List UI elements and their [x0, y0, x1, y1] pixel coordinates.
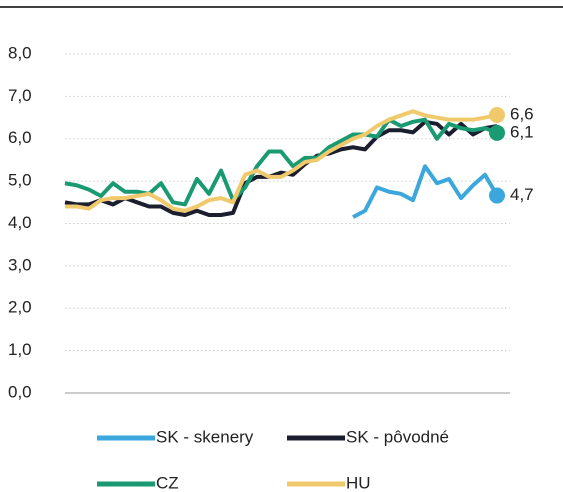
- data-label: 6,6: [510, 105, 534, 124]
- y-tick-label: 2,0: [8, 298, 32, 317]
- legend-label: SK - skenery: [156, 427, 254, 446]
- legend-label: SK - pôvodné: [346, 427, 449, 446]
- y-tick-label: 5,0: [8, 171, 32, 190]
- y-tick-label: 4,0: [8, 213, 32, 232]
- y-tick-label: 6,0: [8, 128, 32, 147]
- series-line: [352, 164, 499, 219]
- legend-label: HU: [346, 473, 371, 492]
- series-line: [65, 109, 498, 213]
- y-tick-label: 7,0: [8, 86, 32, 105]
- series-line: [64, 119, 498, 218]
- legend-label: CZ: [156, 473, 179, 492]
- end-marker: [489, 107, 505, 124]
- y-tick-label: 3,0: [8, 255, 32, 274]
- series-line: [64, 117, 498, 207]
- end-marker: [489, 124, 505, 141]
- data-label: 4,7: [510, 185, 534, 204]
- y-tick-label: 1,0: [8, 340, 32, 359]
- data-label: 6,1: [510, 122, 534, 141]
- end-marker: [489, 187, 505, 204]
- y-tick-label: 0,0: [8, 382, 32, 401]
- y-tick-label: 8,0: [8, 43, 32, 62]
